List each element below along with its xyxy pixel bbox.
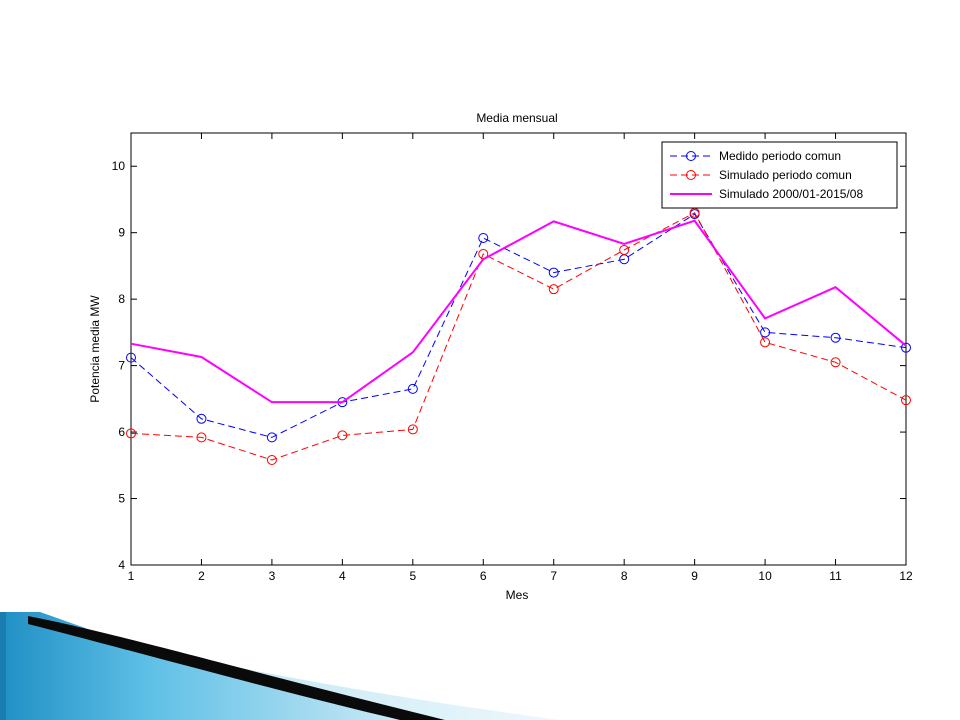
data-point [901, 395, 911, 406]
y-tick-label: 9 [118, 226, 125, 240]
x-tick-label: 8 [621, 569, 628, 583]
x-tick-label: 9 [691, 569, 698, 583]
y-tick-label: 4 [118, 558, 125, 572]
data-point [196, 413, 207, 424]
legend-marker [686, 151, 696, 161]
legend-label: Medido periodo comun [719, 149, 841, 163]
data-point [196, 432, 207, 443]
series-line-2 [130, 212, 907, 461]
data-point [830, 332, 841, 343]
data-point [830, 357, 841, 368]
data-point [901, 342, 911, 353]
x-tick-label: 6 [480, 569, 487, 583]
data-point [548, 267, 559, 278]
swoosh-dark-stroke [28, 616, 445, 720]
x-tick-label: 11 [829, 569, 842, 583]
y-tick-label: 6 [118, 425, 125, 439]
legend-label: Simulado 2000/01-2015/08 [719, 187, 863, 201]
y-tick-label: 10 [112, 159, 126, 173]
legend: Medido periodo comun Simulado periodo com… [661, 141, 898, 209]
x-tick-label: 4 [339, 569, 346, 583]
data-point [126, 352, 136, 363]
y-tick-label: 8 [118, 292, 125, 306]
data-point [548, 284, 559, 295]
legend-marker [686, 170, 696, 180]
x-tick-label: 5 [409, 569, 416, 583]
legend-box [661, 141, 898, 209]
x-tick-label: 3 [269, 569, 276, 583]
data-point [407, 383, 418, 394]
x-tick-label: 2 [198, 569, 205, 583]
series-lines [126, 207, 911, 465]
series-line-1 [130, 213, 907, 438]
data-point [478, 233, 489, 244]
data-point [266, 432, 277, 443]
x-tick-label: 7 [550, 569, 557, 583]
x-tick-label: 12 [899, 569, 913, 583]
data-point [760, 327, 771, 338]
y-tick-label: 5 [118, 492, 125, 506]
legend-label: Simulado periodo comun [719, 168, 852, 182]
y-tick-label: 7 [118, 359, 125, 373]
x-axis-title: Mes [506, 588, 529, 602]
y-axis-title: Potencia media MW [88, 295, 102, 403]
data-point [337, 430, 348, 441]
data-point [760, 337, 771, 348]
series-line-3 [130, 219, 907, 404]
swoosh-edge [0, 612, 6, 720]
data-point [407, 424, 418, 435]
x-tick-label: 10 [758, 569, 772, 583]
chart-title: Media mensual [476, 111, 557, 125]
data-point [266, 454, 277, 465]
data-point [619, 244, 630, 255]
x-tick-label: 1 [128, 569, 135, 583]
data-point [126, 428, 136, 439]
